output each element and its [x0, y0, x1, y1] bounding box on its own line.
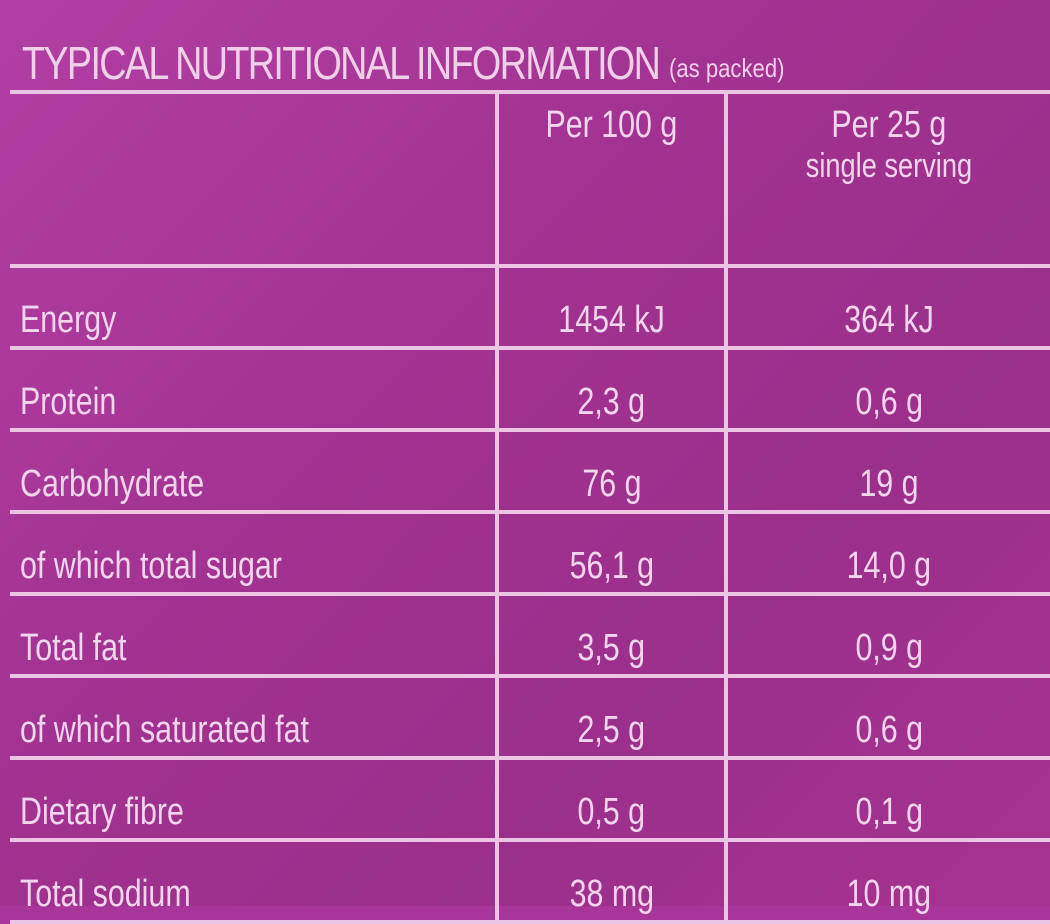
header-empty-cell [10, 90, 499, 268]
title-note: (as packed) [669, 53, 785, 83]
value-per-100g: 2,5 g [495, 674, 728, 760]
value-per-serving: 0,6 g [724, 346, 1050, 432]
title-text: TYPICAL NUTRITIONAL INFORMATION [22, 37, 661, 89]
nutrient-name: Energy [10, 264, 499, 350]
table-row: Protein 2,3 g 0,6 g [10, 346, 1050, 432]
table-row: Total fat 3,5 g 0,9 g [10, 592, 1050, 678]
value-per-serving: 19 g [724, 428, 1050, 514]
nutrition-table: Per 100 g Per 25 g single serving Energy 1… [10, 90, 1050, 924]
table-row: Dietary fibre 0,5 g 0,1 g [10, 756, 1050, 842]
nutrient-name: Total fat [10, 592, 499, 678]
value-per-100g: 38 mg [495, 838, 728, 924]
value-per-serving: 10 mg [724, 838, 1050, 924]
value-per-serving: 364 kJ [724, 264, 1050, 350]
header-per-100g: Per 100 g [495, 90, 728, 268]
value-per-serving: 0,6 g [724, 674, 1050, 760]
nutrient-name: of which saturated fat [10, 674, 499, 760]
value-per-100g: 3,5 g [495, 592, 728, 678]
table-row: Total sodium 38 mg 10 mg [10, 838, 1050, 924]
header-per-serving: Per 25 g single serving [724, 90, 1050, 268]
table-row: of which total sugar 56,1 g 14,0 g [10, 510, 1050, 596]
nutrient-name: Protein [10, 346, 499, 432]
value-per-100g: 0,5 g [495, 756, 728, 842]
nutrient-name: Carbohydrate [10, 428, 499, 514]
header-serving-note: single serving [805, 147, 973, 185]
header-row: Per 100 g Per 25 g single serving [10, 90, 1050, 268]
value-per-serving: 14,0 g [724, 510, 1050, 596]
value-per-100g: 2,3 g [495, 346, 728, 432]
nutrient-name: of which total sugar [10, 510, 499, 596]
nutrient-name: Dietary fibre [10, 756, 499, 842]
table-row: of which saturated fat 2,5 g 0,6 g [10, 674, 1050, 760]
value-per-100g: 56,1 g [495, 510, 728, 596]
value-per-serving: 0,9 g [724, 592, 1050, 678]
table-row: Energy 1454 kJ 364 kJ [10, 264, 1050, 350]
value-per-100g: 76 g [495, 428, 728, 514]
value-per-100g: 1454 kJ [495, 264, 728, 350]
nutrient-name: Total sodium [10, 838, 499, 924]
value-per-serving: 0,1 g [724, 756, 1050, 842]
table-row: Carbohydrate 76 g 19 g [10, 428, 1050, 514]
label-title: TYPICAL NUTRITIONAL INFORMATION (as pack… [22, 12, 805, 90]
